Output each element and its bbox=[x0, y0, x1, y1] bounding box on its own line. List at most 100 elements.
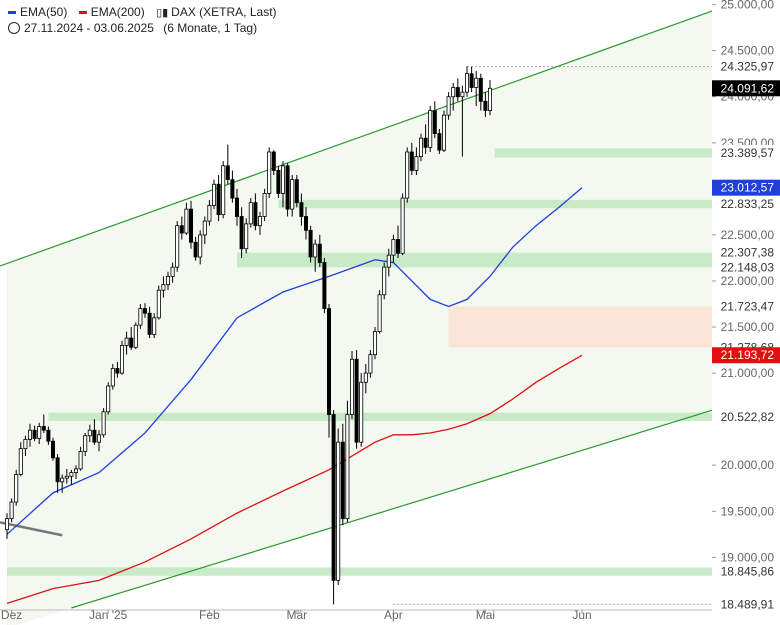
candle-body[interactable] bbox=[405, 151, 410, 199]
candle-body[interactable] bbox=[18, 448, 23, 475]
candle-body[interactable] bbox=[248, 202, 253, 225]
candle-body[interactable] bbox=[464, 73, 469, 93]
candle-body[interactable] bbox=[14, 474, 19, 503]
candle-body[interactable] bbox=[331, 414, 336, 581]
candle-body[interactable] bbox=[193, 241, 198, 258]
candle-body[interactable] bbox=[359, 381, 364, 443]
candle-body[interactable] bbox=[207, 205, 212, 222]
short-trendline[interactable] bbox=[0, 521, 63, 537]
candle-body[interactable] bbox=[9, 501, 14, 520]
candle-body[interactable] bbox=[460, 91, 465, 98]
candle-body[interactable] bbox=[133, 324, 138, 348]
candle-body[interactable] bbox=[46, 429, 51, 442]
candle-body[interactable] bbox=[345, 414, 350, 520]
candle-body[interactable] bbox=[188, 208, 193, 243]
candle-body[interactable] bbox=[165, 275, 170, 286]
candle-body[interactable] bbox=[32, 429, 37, 439]
channel-lower-line[interactable] bbox=[71, 388, 780, 609]
candle-body[interactable] bbox=[377, 294, 382, 333]
candle-body[interactable] bbox=[69, 472, 74, 477]
candle-body[interactable] bbox=[184, 208, 189, 234]
candle-body[interactable] bbox=[336, 441, 341, 581]
candle-body[interactable] bbox=[60, 477, 65, 483]
candle-body[interactable] bbox=[129, 337, 134, 348]
candle-body[interactable] bbox=[400, 197, 405, 254]
channel-upper-line[interactable] bbox=[0, 0, 780, 267]
candle-body[interactable] bbox=[285, 165, 290, 210]
candle-body[interactable] bbox=[354, 358, 359, 443]
candle-body[interactable] bbox=[161, 284, 166, 291]
candle-body[interactable] bbox=[244, 223, 249, 250]
candle-body[interactable] bbox=[451, 87, 456, 98]
candle-body[interactable] bbox=[391, 239, 396, 256]
candle-body[interactable] bbox=[276, 170, 281, 194]
candle-body[interactable] bbox=[437, 133, 442, 151]
candle-body[interactable] bbox=[280, 165, 285, 194]
legend-instrument[interactable]: ▯▮ DAX (XETRA, Last) bbox=[156, 5, 276, 19]
candle-body[interactable] bbox=[372, 331, 377, 356]
candle-body[interactable] bbox=[147, 312, 152, 335]
candle-body[interactable] bbox=[363, 372, 368, 383]
candle-body[interactable] bbox=[97, 434, 102, 443]
candle-body[interactable] bbox=[294, 179, 299, 204]
candle-body[interactable] bbox=[55, 457, 60, 483]
candle-body[interactable] bbox=[120, 345, 125, 374]
candle-body[interactable] bbox=[202, 220, 207, 236]
candle-body[interactable] bbox=[23, 439, 28, 450]
candle-body[interactable] bbox=[78, 450, 83, 470]
candle-body[interactable] bbox=[156, 289, 161, 319]
legend-ema50[interactable]: EMA(50) bbox=[8, 5, 71, 19]
candle-body[interactable] bbox=[101, 411, 106, 436]
candle-body[interactable] bbox=[303, 216, 308, 231]
candle-body[interactable] bbox=[106, 385, 111, 413]
candle-body[interactable] bbox=[432, 110, 437, 134]
candle-body[interactable] bbox=[414, 156, 419, 171]
candle-body[interactable] bbox=[267, 151, 272, 194]
candle-body[interactable] bbox=[64, 475, 69, 479]
candle-body[interactable] bbox=[37, 426, 42, 439]
candle-body[interactable] bbox=[170, 266, 175, 277]
candle-body[interactable] bbox=[271, 151, 276, 171]
candle-body[interactable] bbox=[221, 165, 226, 216]
candle-body[interactable] bbox=[326, 308, 331, 415]
candle-body[interactable] bbox=[317, 243, 322, 263]
candle-body[interactable] bbox=[409, 151, 414, 171]
candle-body[interactable] bbox=[446, 96, 451, 116]
candle-body[interactable] bbox=[225, 165, 230, 181]
candle-body[interactable] bbox=[51, 440, 56, 459]
candle-body[interactable] bbox=[483, 100, 488, 111]
candle-body[interactable] bbox=[418, 137, 423, 158]
candle-body[interactable] bbox=[92, 429, 97, 443]
candle-body[interactable] bbox=[428, 110, 433, 148]
candle-body[interactable] bbox=[175, 225, 180, 268]
candle-body[interactable] bbox=[441, 114, 446, 151]
candle-body[interactable] bbox=[253, 202, 258, 227]
candle-body[interactable] bbox=[386, 254, 391, 268]
candle-body[interactable] bbox=[313, 243, 318, 258]
candle-body[interactable] bbox=[142, 308, 147, 314]
candle-body[interactable] bbox=[124, 337, 129, 346]
candle-body[interactable] bbox=[382, 266, 387, 296]
candle-body[interactable] bbox=[395, 239, 400, 254]
candle-body[interactable] bbox=[474, 77, 479, 88]
candle-body[interactable] bbox=[211, 183, 216, 206]
candle-body[interactable] bbox=[478, 77, 483, 102]
candle-body[interactable] bbox=[322, 262, 327, 310]
candle-body[interactable] bbox=[257, 216, 262, 227]
candle-body[interactable] bbox=[487, 87, 492, 111]
candle-body[interactable] bbox=[230, 179, 235, 199]
candle-body[interactable] bbox=[262, 193, 267, 217]
candle-body[interactable] bbox=[138, 308, 143, 326]
candle-body[interactable] bbox=[83, 435, 88, 452]
candle-body[interactable] bbox=[152, 317, 157, 335]
candle-body[interactable] bbox=[368, 354, 373, 374]
candle-body[interactable] bbox=[110, 368, 115, 387]
candle-body[interactable] bbox=[290, 179, 295, 210]
candle-body[interactable] bbox=[27, 429, 32, 440]
candle-body[interactable] bbox=[299, 202, 304, 217]
candle-body[interactable] bbox=[179, 225, 184, 234]
candle-body[interactable] bbox=[5, 518, 10, 531]
candle-body[interactable] bbox=[198, 234, 203, 258]
candle-body[interactable] bbox=[74, 468, 79, 473]
